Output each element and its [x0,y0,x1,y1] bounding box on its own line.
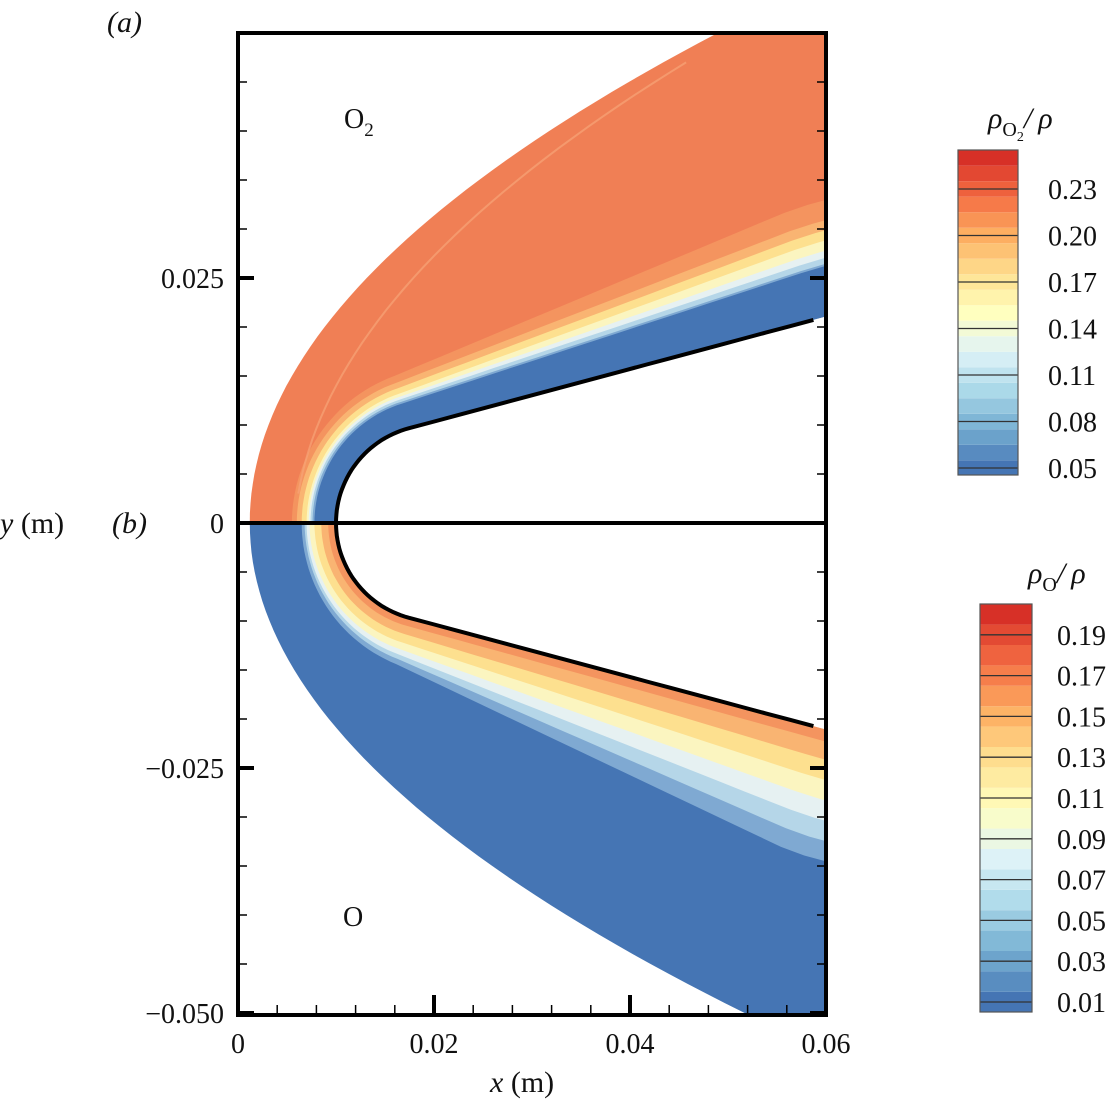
contour-band [314,253,826,523]
colorbar-band [980,889,1032,911]
species-label-o2: O2 [344,104,374,141]
colorbar-tick-label: 0.17 [1048,268,1097,299]
colorbar-tick-label: 0.13 [1057,743,1106,774]
colorbar-band [980,971,1032,992]
panel-label-a: (a) [107,6,142,39]
colorbar-tick-label: 0.08 [1048,408,1097,439]
colorbar-band [958,289,1018,306]
colorbar-o-title: ρO/ ρ [1027,557,1086,596]
panel-b-o-field [249,523,826,1013]
colorbar-tick-label: 0.03 [1057,947,1106,978]
colorbar-band [958,150,1018,166]
colorbar-band [958,212,1018,228]
cone-body [238,317,826,729]
x-axis-label: x (m) [489,1066,554,1099]
colorbar-band [980,930,1032,951]
colorbar-band [958,258,1018,275]
panel-label-b: (b) [112,507,147,540]
colorbar-band [980,604,1032,625]
colorbar-o2: 0.23 0.20 0.17 0.14 0.11 0.08 0.05 [957,149,1097,485]
colorbar-band [958,398,1018,414]
body-interior [336,523,826,730]
colorbar-o2-title: ρO2/ ρ [987,102,1053,145]
streak-line [297,61,687,494]
colorbar-band [958,444,1018,461]
colorbar-tick-label: 0.01 [1057,988,1106,1019]
colorbar-tick-label: 0.23 [1048,175,1097,206]
colorbar-band [958,429,1018,445]
colorbar-band [958,382,1018,399]
y-tick-label: 0 [210,509,224,540]
species-label-o: O [343,902,363,933]
colorbar-tick-label: 0.20 [1048,222,1097,253]
colorbar-tick-label: 0.14 [1048,315,1097,346]
colorbar-frame [957,149,1019,476]
colorbar-band [958,305,1018,321]
colorbar-band [980,726,1032,747]
colorbar-o: 0.19 0.17 0.15 0.13 0.11 0.09 0.07 0.05 0.03 0.01 [979,603,1106,1019]
x-tick-label: 0.02 [410,1029,459,1060]
colorbar-tick-label: 0.15 [1057,702,1106,733]
axes: 0 0.02 0.04 0.06 0.025 0 −0.025 −0.050 [145,31,851,1060]
body-outline-upper [334,317,814,524]
x-tick-label: 0.06 [802,1029,851,1060]
colorbar-band [958,243,1018,259]
colorbar-band [980,849,1032,870]
y-tick-label: 0.025 [161,264,224,295]
panel-a-o2-field [249,33,826,523]
colorbar-band [980,808,1032,829]
body-outline-lower [334,522,814,729]
boundary-layer-bands [301,523,826,869]
x-tick-label: 0.04 [606,1029,655,1060]
colorbar-tick-label: 0.19 [1057,621,1106,652]
colorbar-tick-label: 0.17 [1057,662,1106,693]
colorbar-tick-label: 0.11 [1048,361,1096,392]
colorbar-frame [979,603,1033,1013]
colorbar-tick-label: 0.09 [1057,825,1106,856]
colorbar-band [980,685,1032,707]
colorbar-tick-label: 0.05 [1048,454,1097,485]
y-axis-label: y (m) [0,507,64,540]
colorbar-tick-label: 0.11 [1057,784,1105,815]
colorbar-band [980,767,1032,788]
y-tick-label: −0.050 [145,999,224,1030]
colorbar-band [958,165,1018,182]
x-tick-label: 0 [231,1029,245,1060]
colorbar-band [958,351,1018,368]
colorbar-band [958,336,1018,352]
colorbar-tick-label: 0.07 [1057,866,1106,897]
colorbar-band [980,645,1032,666]
y-tick-label: −0.025 [145,754,224,785]
colorbar-band [958,196,1018,213]
body-interior [336,316,826,523]
colorbar-tick-label: 0.05 [1057,906,1106,937]
